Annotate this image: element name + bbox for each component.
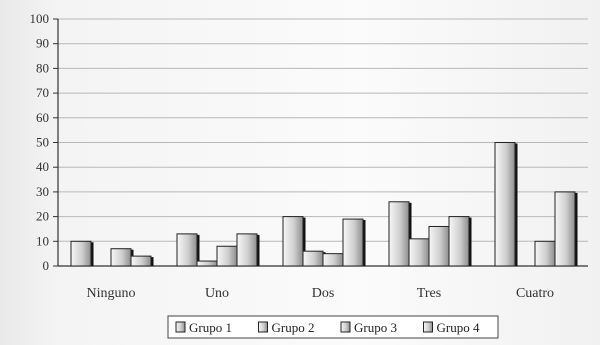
legend-swatch bbox=[258, 321, 268, 333]
gridlines bbox=[58, 18, 588, 242]
bar-grupo-3-cuatro bbox=[534, 240, 556, 267]
bar-grupo-1-ninguno bbox=[70, 240, 92, 267]
y-tick-label: 60 bbox=[36, 110, 49, 125]
legend-label: Grupo 4 bbox=[437, 320, 480, 335]
legend-swatch bbox=[175, 321, 186, 333]
legend-box bbox=[167, 315, 499, 339]
legend-label: Grupo 2 bbox=[272, 320, 315, 335]
y-tick-label: 50 bbox=[36, 135, 49, 150]
legend-label: Grupo 1 bbox=[189, 320, 232, 335]
bar-grupo-4-uno bbox=[236, 233, 258, 267]
y-tick-label: 10 bbox=[36, 233, 49, 248]
bar-grupo-4-tres bbox=[448, 216, 470, 267]
bar-grupo-3-uno bbox=[216, 245, 238, 267]
x-tick-label: Ninguno bbox=[87, 286, 136, 301]
y-tick-label: 80 bbox=[36, 60, 49, 75]
y-tick-label: 70 bbox=[36, 85, 49, 100]
legend: Grupo 1 Grupo 2 Grupo 3 Grupo 4 bbox=[167, 315, 499, 339]
y-tick-label: 90 bbox=[36, 36, 49, 51]
bar-grupo-3-tres bbox=[428, 225, 450, 267]
bar-grupo-4-ninguno bbox=[130, 255, 152, 267]
bar-grupo-3-ninguno bbox=[110, 248, 132, 267]
y-tick-label: 100 bbox=[30, 11, 50, 26]
y-tick-label: 30 bbox=[36, 184, 49, 199]
legend-label: Grupo 3 bbox=[354, 320, 397, 335]
bar-grupo-4-dos bbox=[342, 218, 364, 267]
y-tick-label: 0 bbox=[43, 258, 50, 273]
bar-grupo-1-cuatro bbox=[494, 142, 516, 267]
x-tick-label: Cuatro bbox=[516, 286, 554, 301]
bar-grupo-2-uno bbox=[196, 260, 218, 267]
x-tick-label: Tres bbox=[417, 286, 441, 301]
bar-grupo-1-uno bbox=[176, 233, 198, 267]
x-tick-label: Uno bbox=[205, 286, 229, 301]
y-tick-label: 40 bbox=[36, 159, 49, 174]
bar-grupo-3-dos bbox=[322, 253, 344, 267]
bar-grupo-1-tres bbox=[388, 201, 410, 267]
bar-grupo-2-dos bbox=[302, 250, 324, 267]
bar-grupo-4-cuatro bbox=[554, 191, 576, 267]
legend-swatch bbox=[340, 321, 351, 333]
tick-labels: 0 10 20 30 40 50 60 70 80 90 100 Ninguno Uno Dos Tres C… bbox=[30, 11, 555, 301]
x-tick-label: Dos bbox=[312, 286, 335, 301]
bar-grupo-1-dos bbox=[282, 216, 304, 267]
y-tick-label: 20 bbox=[36, 209, 49, 224]
bars bbox=[70, 142, 578, 267]
legend-swatch bbox=[423, 321, 433, 333]
bar-grupo-2-tres bbox=[408, 238, 430, 267]
